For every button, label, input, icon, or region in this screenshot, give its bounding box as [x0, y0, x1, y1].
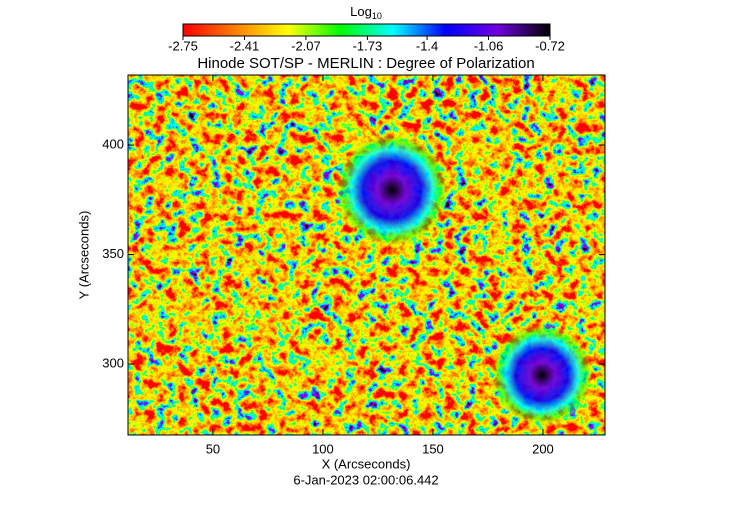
colorbar-tick-label: -2.07: [291, 38, 321, 53]
y-axis-label: Y (Arcseconds): [76, 211, 91, 300]
x-tick-label: 200: [532, 441, 554, 456]
y-tick-label: 400: [102, 137, 124, 152]
date-label: 6-Jan-2023 02:00:06.442: [293, 472, 438, 487]
colorbar: [182, 23, 551, 37]
sunspot: [334, 132, 450, 248]
colorbar-label: Log10: [350, 4, 382, 21]
x-tick-label: 150: [422, 441, 444, 456]
x-tick-label: 50: [206, 441, 220, 456]
colorbar-tick-label: -2.41: [230, 38, 260, 53]
heatmap: [128, 75, 605, 435]
colorbar-tick-label: -1.73: [353, 38, 383, 53]
chart-title: Hinode SOT/SP - MERLIN : Degree of Polar…: [197, 55, 534, 72]
colorbar-tick-label: -1.06: [474, 38, 504, 53]
colorbar-tick-label: -1.4: [416, 38, 438, 53]
colorbar-tick-label: -2.75: [168, 38, 198, 53]
colorbar-tick-label: -0.72: [535, 38, 565, 53]
x-tick-label: 100: [312, 441, 334, 456]
y-tick-label: 300: [102, 355, 124, 370]
sunspot: [490, 323, 594, 427]
y-tick-label: 350: [102, 246, 124, 261]
x-axis-label: X (Arcseconds): [322, 456, 411, 471]
